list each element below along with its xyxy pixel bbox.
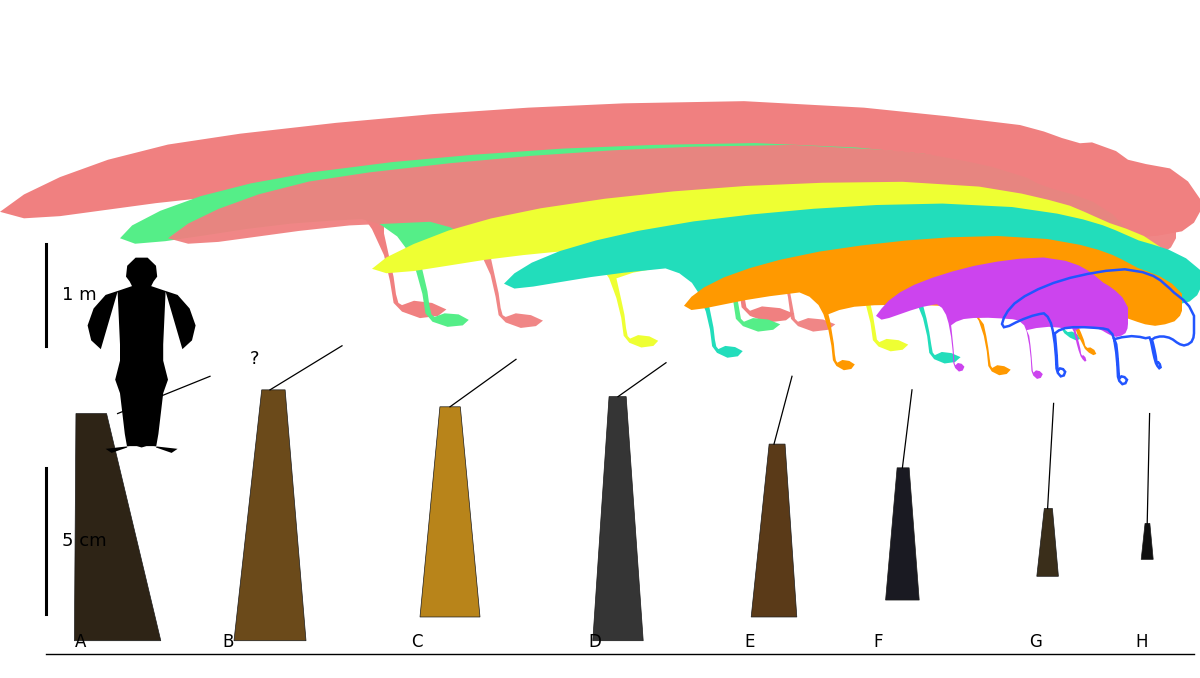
Text: C: C [412, 633, 424, 651]
Text: A: A [74, 633, 85, 651]
Text: G: G [1030, 633, 1043, 651]
Polygon shape [504, 203, 1200, 363]
Polygon shape [886, 468, 919, 600]
Text: D: D [588, 633, 601, 651]
Polygon shape [234, 390, 306, 641]
Polygon shape [1141, 523, 1153, 559]
Text: H: H [1135, 633, 1147, 651]
Polygon shape [372, 182, 1176, 351]
Polygon shape [74, 414, 161, 641]
Polygon shape [1037, 508, 1058, 576]
Text: ?: ? [250, 351, 259, 368]
Text: 1 m: 1 m [62, 286, 97, 304]
Polygon shape [88, 258, 196, 453]
Text: 5 cm: 5 cm [62, 532, 107, 550]
Text: E: E [744, 633, 755, 651]
Polygon shape [593, 397, 643, 641]
Polygon shape [0, 101, 1200, 323]
Text: B: B [222, 633, 233, 651]
Text: F: F [874, 633, 883, 651]
Polygon shape [876, 258, 1128, 379]
Polygon shape [751, 444, 797, 617]
Polygon shape [120, 143, 1128, 332]
Polygon shape [684, 236, 1182, 375]
Polygon shape [420, 407, 480, 617]
Polygon shape [168, 145, 1176, 332]
